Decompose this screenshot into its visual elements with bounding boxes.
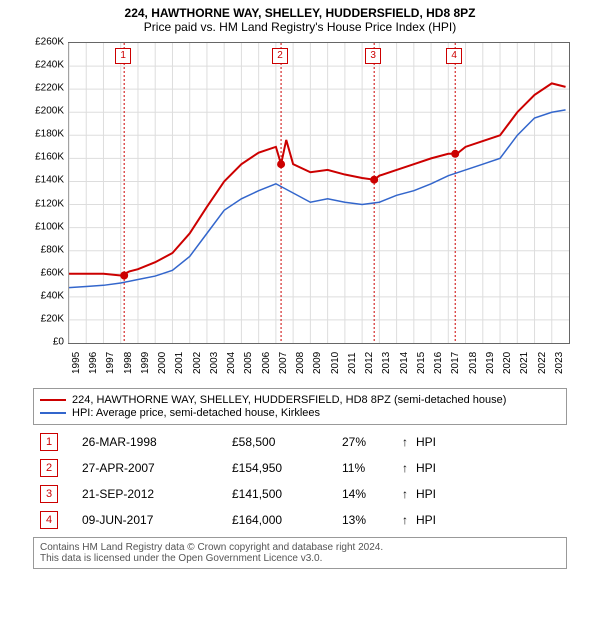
x-tick-label: 1995: [71, 352, 82, 374]
footer-line1: Contains HM Land Registry data © Crown c…: [40, 542, 560, 553]
footer-line2: This data is licensed under the Open Gov…: [40, 553, 560, 564]
y-tick-label: £120K: [35, 198, 64, 209]
y-tick-label: £140K: [35, 175, 64, 186]
plot-area: [68, 42, 570, 344]
sales-row: 4 09-JUN-2017£164,00013%↑HPI: [40, 511, 560, 529]
sale-marker-box: 4: [446, 48, 462, 64]
sale-marker-box: 1: [115, 48, 131, 64]
x-tick-label: 2008: [295, 352, 306, 374]
x-tick-label: 2010: [330, 352, 341, 374]
sales-row: 3 21-SEP-2012£141,50014%↑HPI: [40, 485, 560, 503]
x-tick-label: 2022: [537, 352, 548, 374]
legend-swatch-1: [40, 399, 66, 401]
y-tick-label: £240K: [35, 60, 64, 71]
legend-item: 224, HAWTHORNE WAY, SHELLEY, HUDDERSFIEL…: [40, 394, 560, 406]
legend-item: HPI: Average price, semi-detached house,…: [40, 407, 560, 419]
arrow-up-icon: ↑: [402, 435, 416, 449]
x-tick-label: 2015: [416, 352, 427, 374]
arrow-up-icon: ↑: [402, 513, 416, 527]
x-tick-label: 2000: [157, 352, 168, 374]
page-title-line2: Price paid vs. HM Land Registry's House …: [0, 20, 600, 34]
sale-date: 09-JUN-2017: [82, 513, 232, 527]
sale-date: 21-SEP-2012: [82, 487, 232, 501]
sale-marker-box: 2: [272, 48, 288, 64]
price-chart: £0 £20K £40K £60K £80K £100K £120K £140K £160K £1…: [20, 42, 580, 382]
sale-hpi-label: HPI: [416, 461, 436, 475]
y-tick-label: £0: [53, 337, 64, 348]
y-tick-label: £260K: [35, 37, 64, 48]
sale-pct: 11%: [342, 461, 402, 475]
x-tick-label: 2004: [226, 352, 237, 374]
sale-hpi-label: HPI: [416, 487, 436, 501]
x-tick-label: 2023: [554, 352, 565, 374]
sale-number-box: 1: [40, 433, 58, 451]
x-tick-label: 2003: [209, 352, 220, 374]
sale-number-box: 2: [40, 459, 58, 477]
footer-box: Contains HM Land Registry data © Crown c…: [33, 537, 567, 569]
sales-row: 2 27-APR-2007£154,95011%↑HPI: [40, 459, 560, 477]
sale-price: £141,500: [232, 487, 342, 501]
y-tick-label: £160K: [35, 152, 64, 163]
sale-number-box: 3: [40, 485, 58, 503]
legend-label-1: 224, HAWTHORNE WAY, SHELLEY, HUDDERSFIEL…: [72, 394, 506, 406]
x-tick-label: 2012: [364, 352, 375, 374]
x-tick-label: 2001: [174, 352, 185, 374]
legend-label-2: HPI: Average price, semi-detached house,…: [72, 407, 320, 419]
sales-table: 126-MAR-1998£58,50027%↑HPI227-APR-2007£1…: [40, 433, 560, 529]
arrow-up-icon: ↑: [402, 461, 416, 475]
x-tick-label: 2006: [261, 352, 272, 374]
sale-pct: 13%: [342, 513, 402, 527]
y-tick-label: £20K: [41, 313, 64, 324]
x-tick-label: 2021: [519, 352, 530, 374]
sale-price: £154,950: [232, 461, 342, 475]
sale-number-box: 4: [40, 511, 58, 529]
x-tick-label: 2013: [381, 352, 392, 374]
sale-pct: 14%: [342, 487, 402, 501]
y-tick-label: £80K: [41, 244, 64, 255]
sale-pct: 27%: [342, 435, 402, 449]
x-tick-label: 2020: [502, 352, 513, 374]
x-tick-label: 2005: [243, 352, 254, 374]
x-tick-label: 1996: [88, 352, 99, 374]
x-tick-label: 2011: [347, 352, 358, 374]
x-tick-label: 2017: [450, 352, 461, 374]
y-tick-label: £200K: [35, 106, 64, 117]
x-tick-label: 1998: [123, 352, 134, 374]
sale-hpi-label: HPI: [416, 435, 436, 449]
legend-swatch-2: [40, 412, 66, 414]
sale-hpi-label: HPI: [416, 513, 436, 527]
y-tick-label: £40K: [41, 290, 64, 301]
sale-price: £164,000: [232, 513, 342, 527]
x-tick-label: 2002: [192, 352, 203, 374]
y-tick-label: £180K: [35, 129, 64, 140]
x-tick-label: 2009: [312, 352, 323, 374]
x-tick-label: 2019: [485, 352, 496, 374]
sale-date: 27-APR-2007: [82, 461, 232, 475]
y-tick-label: £100K: [35, 221, 64, 232]
legend-box: 224, HAWTHORNE WAY, SHELLEY, HUDDERSFIEL…: [33, 388, 567, 425]
x-tick-label: 2018: [468, 352, 479, 374]
page-title-line1: 224, HAWTHORNE WAY, SHELLEY, HUDDERSFIEL…: [0, 6, 600, 20]
x-tick-label: 1997: [105, 352, 116, 374]
sale-date: 26-MAR-1998: [82, 435, 232, 449]
y-tick-label: £220K: [35, 83, 64, 94]
y-tick-label: £60K: [41, 267, 64, 278]
x-tick-label: 1999: [140, 352, 151, 374]
sale-price: £58,500: [232, 435, 342, 449]
x-tick-label: 2007: [278, 352, 289, 374]
sales-row: 1 26-MAR-1998£58,50027%↑HPI: [40, 433, 560, 451]
arrow-up-icon: ↑: [402, 487, 416, 501]
x-tick-label: 2016: [433, 352, 444, 374]
sale-marker-box: 3: [365, 48, 381, 64]
x-tick-label: 2014: [399, 352, 410, 374]
